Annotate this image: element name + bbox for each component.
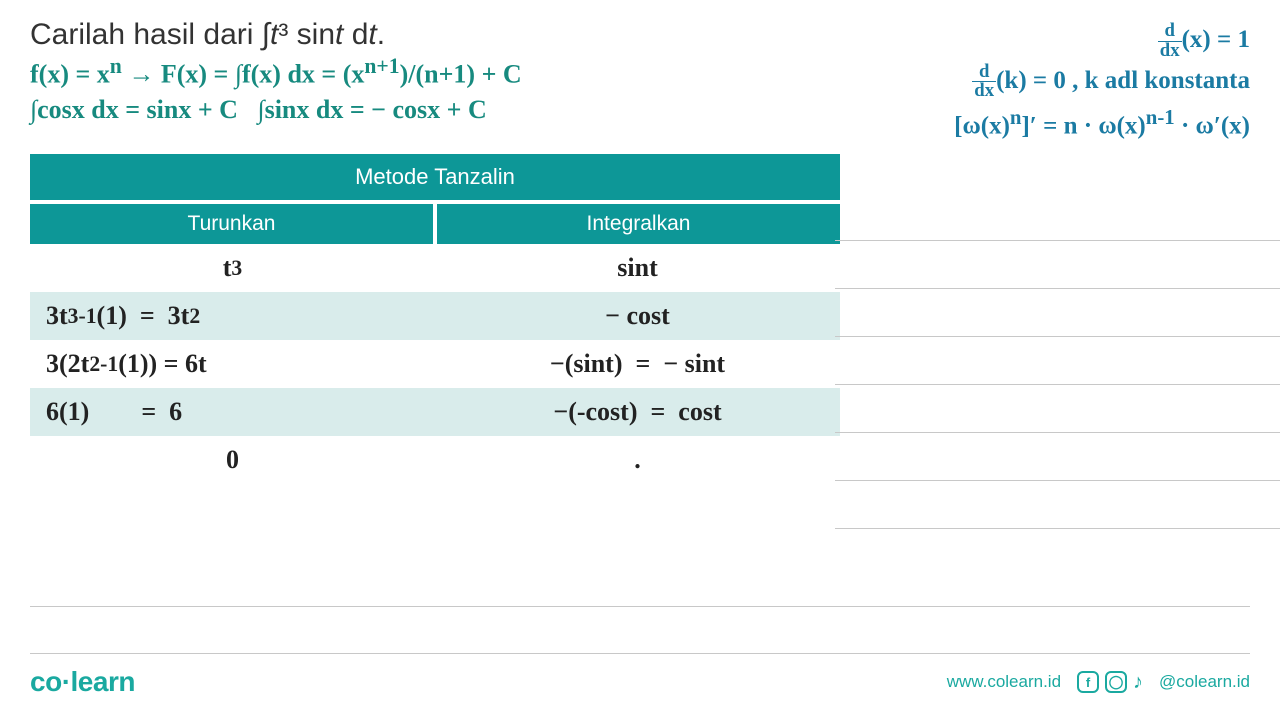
tanzalin-table: Metode Tanzalin Turunkan Integralkan t3s… [30, 154, 840, 484]
footer-url: www.colearn.id [947, 672, 1061, 692]
cell-left: 3t3-1(1) = 3t2 [30, 292, 435, 340]
cell-right: sint [435, 244, 840, 292]
tiktok-icon: ♪ [1133, 671, 1143, 694]
cell-right: −(-cost) = cost [435, 388, 840, 436]
green-note-2: ∫cosx dx = sinx + C ∫sinx dx = − cosx + … [30, 92, 830, 127]
cell-left: 0 [30, 436, 435, 484]
cell-right: . [435, 436, 840, 484]
ruled-lines-right [835, 193, 1280, 529]
facebook-icon: f [1077, 671, 1099, 693]
ruled-lines-bottom [30, 560, 1250, 654]
footer-handle: @colearn.id [1159, 672, 1250, 692]
cell-left: 3(2t2-1(1)) = 6t [30, 340, 435, 388]
col-left-header: Turunkan [30, 200, 435, 244]
col-right-header: Integralkan [435, 200, 840, 244]
table-row: 3(2t2-1(1)) = 6t−(sint) = − sint [30, 340, 840, 388]
table-title: Metode Tanzalin [30, 154, 840, 200]
footer: co·learn www.colearn.id f ◯ ♪ @colearn.i… [30, 666, 1250, 698]
brand-logo: co·learn [30, 666, 135, 698]
cell-right: −(sint) = − sint [435, 340, 840, 388]
instagram-icon: ◯ [1105, 671, 1127, 693]
cell-left: 6(1) = 6 [30, 388, 435, 436]
blue-note-2: ddx(k) = 0 , k adl konstanta [830, 61, 1250, 102]
table-row: t3sint [30, 244, 840, 292]
green-note-1: f(x) = xn → F(x) = ∫f(x) dx = (xn+1)/(n+… [30, 52, 830, 92]
cell-right: − cost [435, 292, 840, 340]
problem-title: Carilah hasil dari ∫t³ sint dt. [30, 18, 830, 52]
cell-left: t3 [30, 244, 435, 292]
blue-note-3: [ω(x)n]′ = n · ω(x)n-1 · ω′(x) [830, 101, 1250, 146]
table-row: 0. [30, 436, 840, 484]
blue-note-1: ddx(x) = 1 [830, 20, 1250, 61]
table-row: 3t3-1(1) = 3t2− cost [30, 292, 840, 340]
table-row: 6(1) = 6−(-cost) = cost [30, 388, 840, 436]
